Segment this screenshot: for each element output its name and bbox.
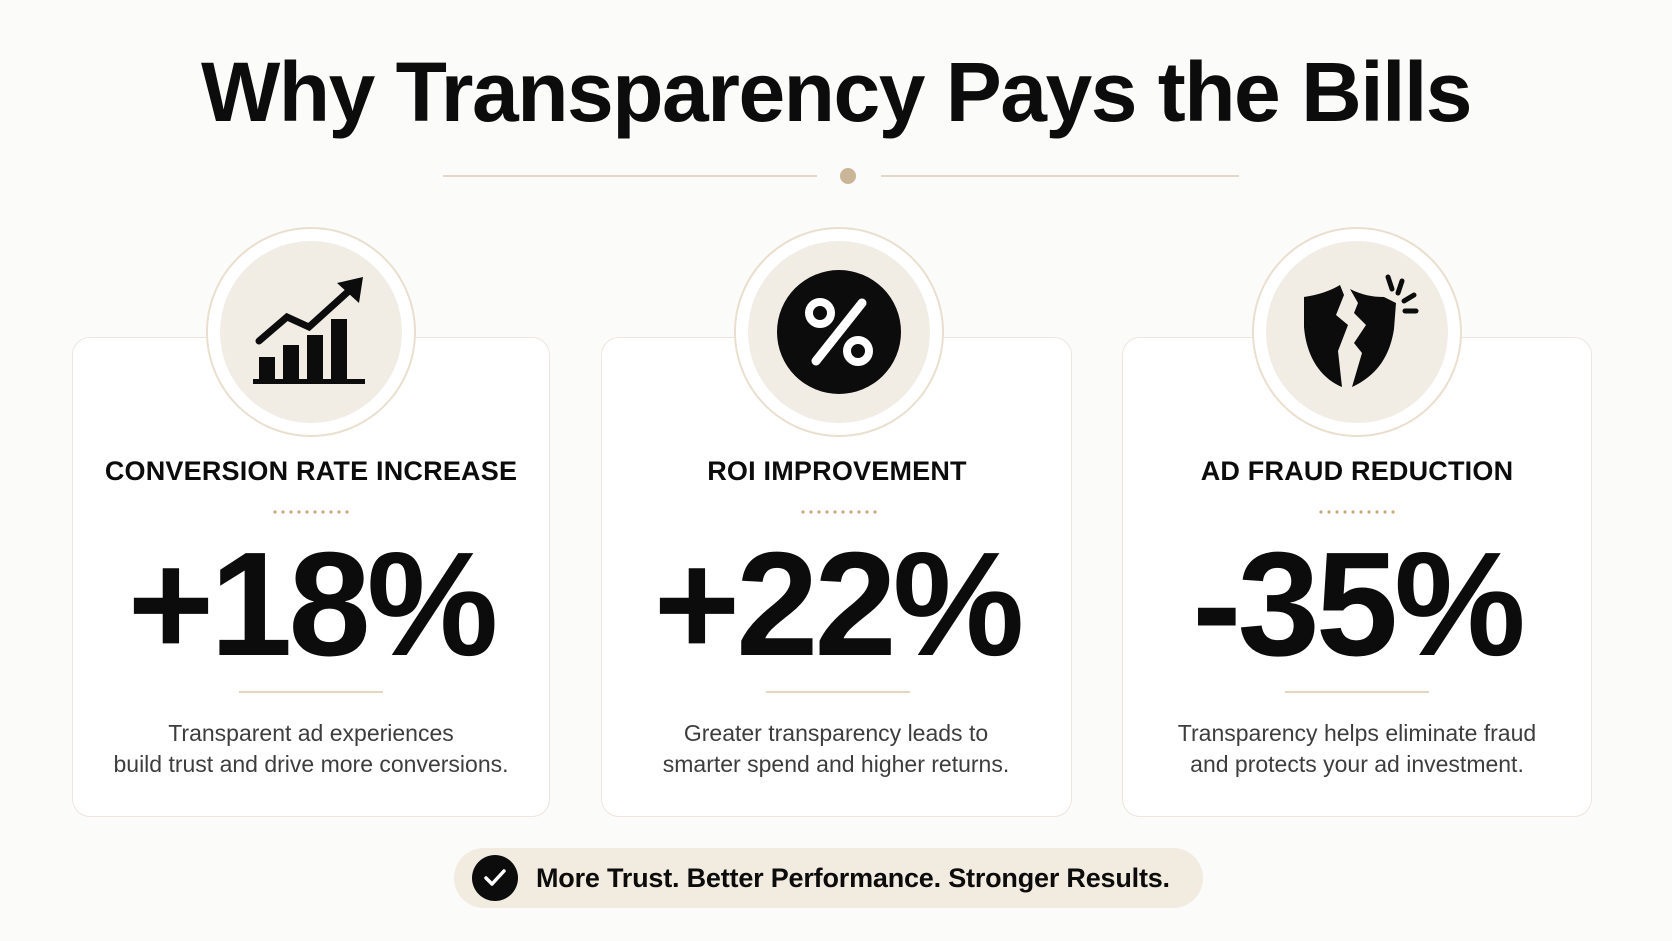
divider-line-left xyxy=(443,175,817,177)
footer-banner: More Trust. Better Performance. Stronger… xyxy=(454,848,1203,908)
icon-badge-fraud xyxy=(1252,227,1462,437)
metric-value-conversion: +18% xyxy=(127,522,499,687)
value-underline xyxy=(766,691,910,693)
dotted-separator xyxy=(799,509,879,515)
dotted-separator xyxy=(1317,509,1397,515)
metric-description-conversion: Transparent ad experiences build trust a… xyxy=(81,718,541,780)
page-title: Why Transparency Pays the Bills xyxy=(200,45,1473,139)
dotted-separator xyxy=(271,509,351,515)
divider-line-right xyxy=(881,175,1239,177)
check-circle-icon xyxy=(472,855,518,901)
icon-badge-roi xyxy=(734,227,944,437)
broken-shield-icon xyxy=(1304,274,1419,387)
metric-label-roi: ROI IMPROVEMENT xyxy=(707,456,967,486)
metric-label-fraud: AD FRAUD REDUCTION xyxy=(1200,456,1514,486)
metric-label-conversion: CONVERSION RATE INCREASE xyxy=(104,456,518,486)
description-line: Greater transparency leads to xyxy=(683,720,989,746)
metric-description-roi: Greater transparency leads to smarter sp… xyxy=(606,718,1066,780)
description-line: Transparent ad experiences xyxy=(168,720,454,746)
trending-bar-chart-icon xyxy=(253,277,365,384)
value-underline xyxy=(239,691,383,693)
icon-badge-conversion xyxy=(206,227,416,437)
description-line: build trust and drive more conversions. xyxy=(113,751,509,777)
footer-tagline: More Trust. Better Performance. Stronger… xyxy=(536,863,1170,893)
description-line: and protects your ad investment. xyxy=(1190,751,1524,777)
description-line: Transparency helps eliminate fraud xyxy=(1177,720,1537,746)
divider-dot xyxy=(840,168,856,184)
value-underline xyxy=(1285,691,1429,693)
metric-value-fraud: -35% xyxy=(1192,522,1526,687)
percent-icon xyxy=(777,270,901,394)
metric-description-fraud: Transparency helps eliminate fraud and p… xyxy=(1127,718,1587,780)
description-line: smarter spend and higher returns. xyxy=(662,751,1010,777)
metric-value-roi: +22% xyxy=(653,522,1025,687)
title-divider xyxy=(0,164,1672,188)
